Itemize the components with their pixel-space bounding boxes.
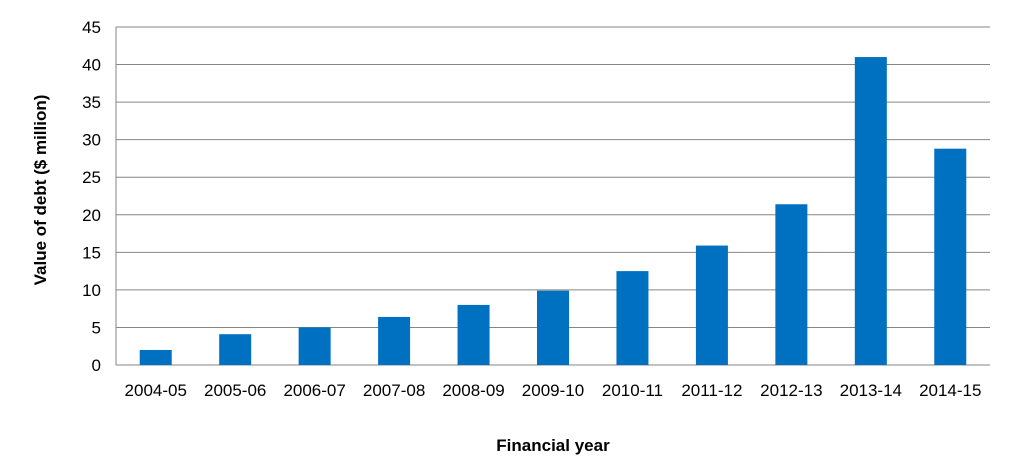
bar: [139, 349, 172, 365]
x-tick-labels: 2004-05 2005-06 2006-07 2007-08 2008-09 2009-…: [125, 381, 982, 400]
y-axis-title: Value of debt ($ million): [31, 95, 50, 286]
y-tick-label: 0: [92, 356, 101, 375]
y-tick-label: 45: [82, 18, 101, 37]
bar: [298, 327, 331, 365]
x-tick-label: 2007-08: [363, 381, 425, 400]
y-tick-label: 20: [82, 206, 101, 225]
bar: [775, 204, 808, 365]
y-tick-label: 5: [92, 318, 101, 337]
y-tick-label: 10: [82, 281, 101, 300]
x-tick-label: 2013-14: [840, 381, 902, 400]
bar: [537, 290, 569, 365]
x-tick-label: 2009-10: [522, 381, 584, 400]
bar: [934, 148, 967, 365]
x-tick-label: 2010-11: [602, 381, 663, 400]
bar: [457, 304, 490, 365]
x-tick-label: 2011-12: [681, 381, 742, 400]
bar: [378, 316, 411, 365]
bar: [854, 57, 887, 366]
bar: [616, 271, 649, 365]
bar: [695, 245, 728, 365]
bar: [219, 334, 252, 365]
y-tick-label: 35: [82, 93, 101, 112]
y-tick-label: 25: [82, 168, 101, 187]
grid-lines: [115, 26, 990, 366]
bars: [139, 57, 967, 366]
x-tick-label: 2006-07: [283, 381, 345, 400]
y-tick-label: 30: [82, 131, 101, 150]
x-tick-label: 2012-13: [760, 381, 822, 400]
y-tick-label: 40: [82, 56, 101, 75]
y-tick-labels: 0 5 10 15 20 25 30 35 40 45: [82, 18, 101, 375]
x-axis-title: Financial year: [496, 436, 610, 455]
x-tick-label: 2004-05: [125, 381, 187, 400]
x-tick-label: 2005-06: [204, 381, 266, 400]
x-tick-label: 2008-09: [442, 381, 504, 400]
x-tick-label: 2014-15: [919, 381, 981, 400]
y-tick-label: 15: [82, 243, 101, 262]
